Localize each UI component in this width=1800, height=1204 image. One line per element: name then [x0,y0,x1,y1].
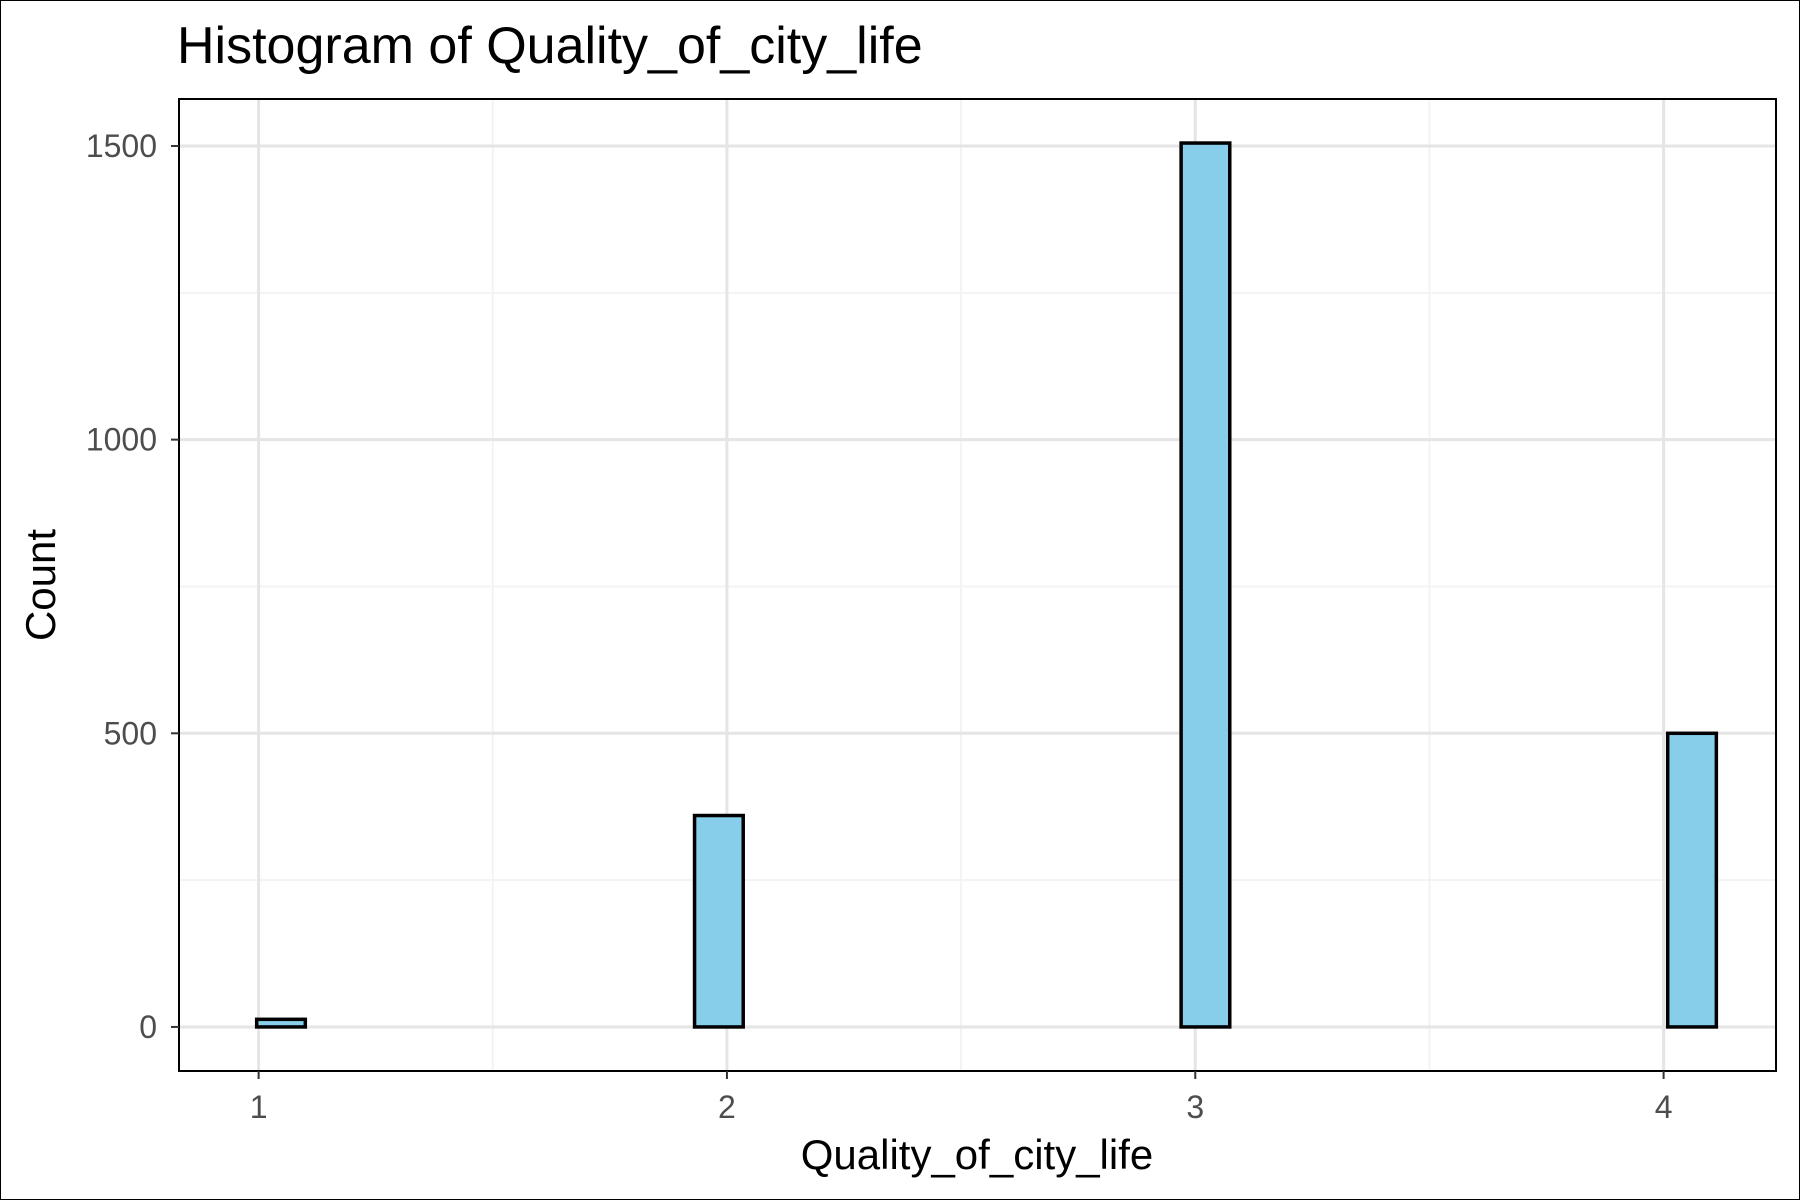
x-tick-label: 2 [718,1089,736,1125]
plot-panel-border [178,98,1777,1072]
y-axis-ticks: 0 500 1000 1500 [86,128,179,1045]
histogram-bars [254,141,1719,1029]
histogram-bar [692,813,745,1029]
minor-gridlines [179,99,1776,1071]
y-tick-label: 1000 [86,422,157,458]
chart-title: Histogram of Quality_of_city_life [177,17,923,75]
y-tick-label: 1500 [86,128,157,164]
y-tick-label: 500 [104,715,157,751]
major-gridlines [179,99,1776,1071]
histogram-bar [254,1017,308,1029]
x-tick-label: 3 [1186,1089,1204,1125]
y-axis-title: Count [17,529,64,641]
x-tick-label: 4 [1655,1089,1673,1125]
x-axis-ticks: 1 2 3 4 [250,1071,1673,1125]
histogram-bar [1665,731,1719,1029]
x-axis-title: Quality_of_city_life [801,1131,1154,1178]
x-tick-label: 1 [250,1089,268,1125]
histogram-bar [1179,141,1232,1029]
y-tick-label: 0 [139,1009,157,1045]
